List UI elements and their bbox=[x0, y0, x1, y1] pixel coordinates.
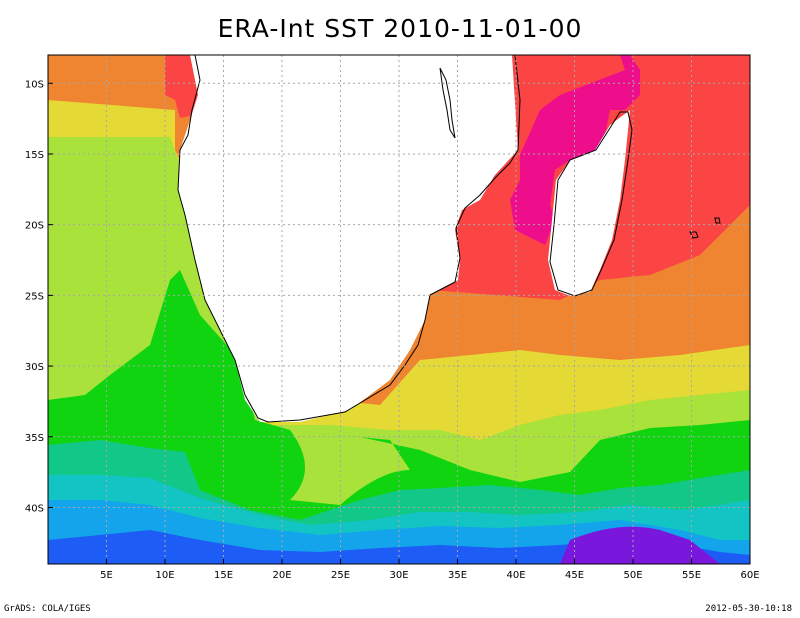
x-tick-label: 15E bbox=[214, 570, 233, 581]
x-axis-labels: 5E 10E 15E 20E 25E 30E 35E 40E 45E 50E 55E 60E bbox=[100, 570, 759, 581]
footer-credit: GrADS: COLA/IGES bbox=[4, 604, 91, 614]
y-tick-label: 20S bbox=[25, 221, 44, 232]
sst-band-purple bbox=[560, 526, 720, 564]
x-tick-label: 25E bbox=[331, 570, 350, 581]
africa-landmass bbox=[178, 55, 518, 422]
x-tick-label: 60E bbox=[740, 570, 759, 581]
x-tick-label: 5E bbox=[100, 570, 113, 581]
y-tick-label: 35S bbox=[25, 433, 44, 444]
madagascar-landmass bbox=[548, 110, 630, 296]
x-tick-label: 50E bbox=[623, 570, 642, 581]
africa-coastline bbox=[177, 55, 521, 423]
x-tick-label: 55E bbox=[682, 570, 701, 581]
madagascar-coastline bbox=[549, 111, 633, 297]
reunion-island bbox=[714, 217, 721, 224]
x-tick-label: 40E bbox=[506, 570, 525, 581]
map-grid bbox=[48, 55, 751, 564]
y-tick-label: 30S bbox=[25, 362, 44, 373]
map-title: ERA-Int SST 2010-11-01-00 bbox=[217, 14, 583, 43]
x-tick-label: 45E bbox=[565, 570, 584, 581]
lake-victoria-coastline bbox=[439, 67, 456, 139]
footer-timestamp: 2012-05-30-10:18 bbox=[705, 604, 792, 614]
x-tick-label: 30E bbox=[389, 570, 408, 581]
x-tick-label: 10E bbox=[155, 570, 174, 581]
sst-band-red-northwest bbox=[165, 55, 195, 118]
plot-frame bbox=[47, 54, 751, 565]
y-tick-label: 10S bbox=[25, 79, 44, 90]
y-axis-labels: 10S 15S 20S 25S 30S 35S 40S bbox=[25, 79, 44, 514]
y-tick-label: 15S bbox=[25, 150, 44, 161]
y-tick-label: 25S bbox=[25, 291, 44, 302]
y-tick-label: 40S bbox=[25, 503, 44, 514]
x-tick-label: 35E bbox=[448, 570, 467, 581]
x-tick-label: 20E bbox=[272, 570, 291, 581]
